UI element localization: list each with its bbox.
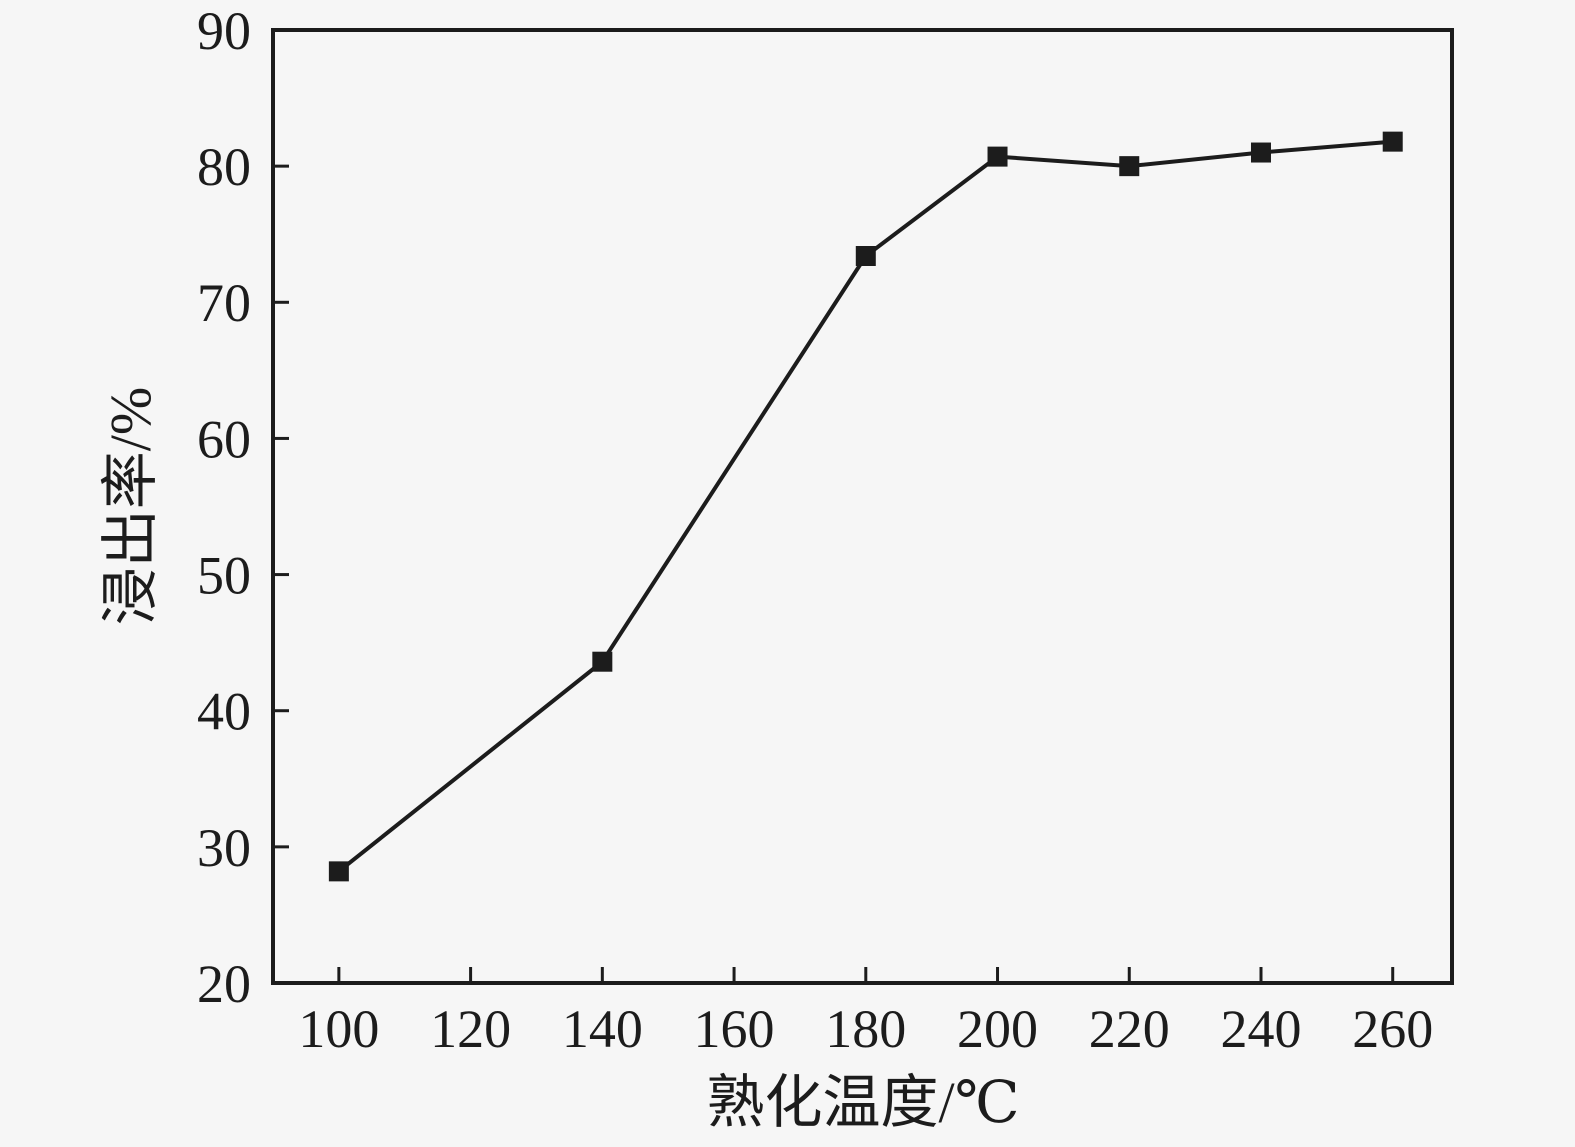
series-layer	[328, 131, 1403, 882]
x-axis-title: 熟化温度/℃	[707, 1070, 1020, 1135]
x-tick-label: 240	[1220, 999, 1301, 1059]
axes-frame	[271, 28, 1454, 985]
y-tick-label: 90	[197, 1, 251, 61]
x-tick-label: 100	[298, 999, 379, 1059]
y-tick-label: 40	[197, 682, 251, 742]
x-tick-label: 220	[1089, 999, 1170, 1059]
y-tick-label: 30	[197, 818, 251, 878]
y-axis-title: 浸出率/%	[98, 387, 163, 625]
tick-layer: 100 120 140 160 180 200 220 240 260 20 30 40 50 60 70 8…	[197, 1, 1433, 1059]
y-tick-label: 70	[197, 273, 251, 333]
data-point-marker	[855, 245, 876, 266]
x-tick-label: 180	[825, 999, 906, 1059]
x-tick-label: 120	[430, 999, 511, 1059]
y-tick-label: 20	[197, 954, 251, 1014]
data-point-marker	[1119, 156, 1140, 177]
x-tick-label: 260	[1352, 999, 1433, 1059]
y-tick-label: 50	[197, 545, 251, 605]
data-point-marker	[1382, 131, 1403, 152]
y-tick-label: 80	[197, 137, 251, 197]
data-point-marker	[328, 861, 349, 882]
data-point-marker	[987, 146, 1008, 167]
plot-frame	[271, 28, 1454, 985]
y-tick-label: 60	[197, 409, 251, 469]
x-tick-label: 200	[957, 999, 1038, 1059]
data-point-marker	[592, 651, 613, 672]
x-tick-label: 160	[694, 999, 775, 1059]
data-point-marker	[1250, 142, 1271, 163]
x-tick-label: 140	[562, 999, 643, 1059]
